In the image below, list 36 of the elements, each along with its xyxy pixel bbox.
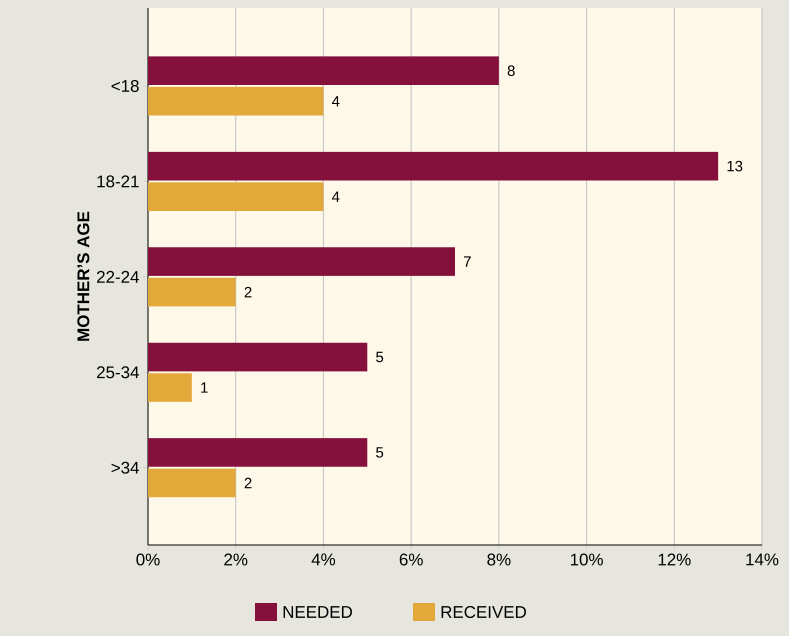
data-label: 4 [332, 192, 340, 202]
data-label: 7 [464, 256, 471, 267]
bar [148, 342, 368, 372]
data-label: 2 [244, 286, 252, 298]
x-tick-label: 10% [570, 554, 603, 566]
bar [148, 86, 324, 116]
y-axis-title: MOTHER’S AGE [77, 212, 90, 341]
bar [148, 373, 192, 402]
y-tick-label: <18 [112, 80, 139, 92]
bar [148, 152, 718, 180]
bar [148, 438, 368, 467]
y-tick-label: 22-24 [97, 270, 139, 283]
data-label: 5 [376, 352, 384, 362]
y-tick-label: >34 [112, 462, 139, 474]
legend-label: NEEDED [284, 606, 352, 618]
x-tick-label: 12% [658, 554, 691, 566]
bar [148, 278, 236, 306]
x-tick-label: 8% [487, 554, 510, 566]
y-tick-label: 25-34 [97, 366, 139, 378]
x-tick-label: 2% [224, 554, 248, 566]
data-label: 4 [332, 96, 340, 106]
data-label: 5 [376, 447, 384, 458]
x-tick-label: 0% [136, 554, 160, 566]
bar [148, 468, 236, 498]
data-label: 8 [508, 65, 515, 76]
data-label: 13 [727, 160, 742, 172]
bar [148, 182, 324, 211]
data-label: 2 [244, 478, 252, 488]
x-tick-label: 14% [746, 554, 778, 566]
bar [148, 247, 456, 276]
x-tick-label: 6% [400, 554, 423, 566]
x-tick-label: 4% [312, 554, 336, 566]
legend-label: RECEIVED [442, 606, 526, 618]
y-tick-label: 18-21 [97, 175, 139, 188]
data-label: 1 [201, 382, 208, 393]
bar [148, 56, 499, 86]
